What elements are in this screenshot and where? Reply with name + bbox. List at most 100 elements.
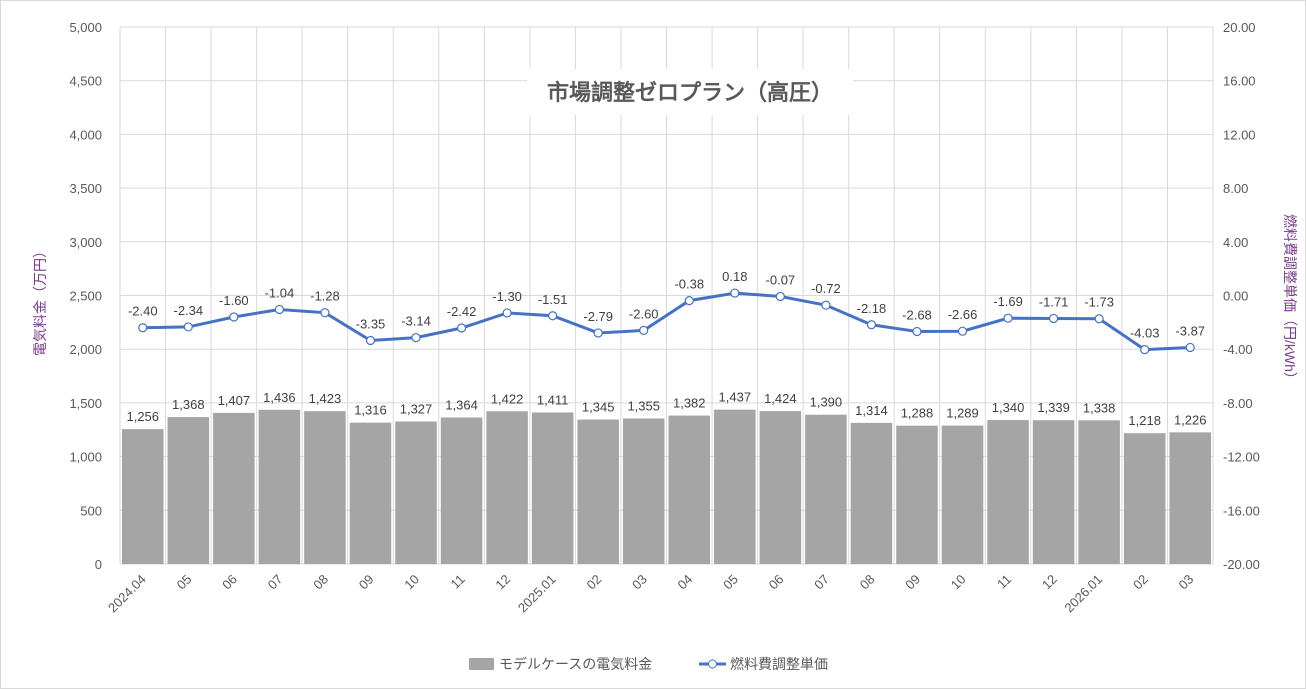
x-tick-label: 06 [766,572,787,593]
x-tick-label: 2024.04 [105,572,149,616]
x-tick-label: 05 [720,572,741,593]
x-tick-label: 09 [356,572,377,593]
line-marker [821,300,831,310]
line-data-label: -1.71 [1039,294,1069,309]
y2-tick-label: -12.00 [1223,450,1260,465]
x-tick-label: 02 [1130,572,1151,593]
x-tick-label: 08 [857,572,878,593]
line-marker [1003,313,1013,323]
x-tick-label: 03 [629,572,650,593]
y2-tick-label: 20.00 [1223,20,1256,35]
x-tick-label: 11 [994,572,1014,592]
line-marker [866,320,877,330]
bar [622,418,665,564]
bar [805,414,847,564]
bar-data-label: 1,437 [719,390,752,405]
line-marker [138,323,148,333]
x-tick-label: 05 [174,572,195,593]
line-marker [1094,314,1104,324]
line-data-label: -3.14 [401,314,431,329]
line-marker [775,291,785,302]
x-tick-label: 02 [583,572,604,593]
line-data-label: -1.30 [492,289,522,304]
bar-data-label: 1,316 [354,403,387,418]
bar [122,429,164,564]
y2-tick-label: 16.00 [1223,74,1256,89]
bar-data-label: 1,424 [764,391,797,406]
x-tick-label: 10 [948,572,969,593]
bar-data-label: 1,382 [673,396,706,411]
y2-axis-title: 燃料費調整単価（円/kWh） [1282,214,1298,386]
line-series [142,291,1191,352]
x-tick-label: 2025.01 [515,572,559,616]
bar-data-label: 1,423 [309,391,342,406]
y-tick-label: 3,000 [69,235,102,250]
x-tick-label: 09 [902,572,923,593]
line-data-label: -0.72 [811,281,841,296]
x-tick-label: 04 [675,572,696,593]
line-marker [229,312,239,322]
x-tick-label: 07 [265,572,286,593]
line-marker [502,308,512,318]
bar-data-label: 1,364 [445,398,478,413]
chart-title: 市場調整ゼロプラン（高圧） [547,80,833,105]
legend-bar-label: モデルケースの電気料金 [499,656,652,672]
x-tick-label: 07 [811,572,832,593]
y-tick-label: 4,500 [69,74,102,89]
bar [440,417,483,564]
bar-data-label: 1,289 [946,406,979,421]
y-tick-label: 0 [95,557,102,572]
line-data-label: -2.79 [583,309,613,324]
y-tick-label: 3,500 [69,181,102,196]
bar [213,412,255,564]
bar [577,419,619,564]
bar [1078,420,1120,564]
title-background [527,69,853,115]
y2-tick-label: 12.00 [1223,127,1256,142]
bar-data-label: 1,288 [901,406,934,421]
bar [1169,432,1211,564]
bar [668,415,711,564]
line-marker [639,325,649,336]
bar [1123,433,1166,564]
line-marker [365,335,376,346]
y2-tick-label: -8.00 [1223,396,1253,411]
bar [304,411,346,564]
line-data-label: -2.66 [948,307,978,322]
bar-data-label: 1,256 [126,409,159,424]
line-marker [1140,345,1150,355]
y2-tick-label: -16.00 [1223,503,1260,518]
bar-data-label: 1,422 [491,391,524,406]
line-marker [684,296,694,306]
bar [850,422,893,564]
line-data-label: -1.60 [219,293,249,308]
line-data-label: -4.03 [1130,326,1160,341]
line-data-label: -1.04 [265,285,295,300]
line-marker [274,304,284,315]
y-tick-label: 2,500 [69,289,102,304]
bar [1032,420,1075,564]
y-tick-label: 5,000 [69,20,102,35]
line-data-label: -2.18 [857,301,887,316]
bar [759,411,802,564]
bar [531,412,574,564]
bar [349,422,392,564]
line-marker [456,323,467,333]
line-data-label: -1.73 [1084,295,1114,310]
line-data-label: -0.07 [766,272,796,287]
line-data-label: 0.18 [722,269,747,284]
y-tick-label: 1,000 [69,450,102,465]
legend-line-marker [708,659,717,669]
line-data-label: -2.42 [447,304,477,319]
x-tick-label: 12 [1039,572,1060,593]
bar-data-label: 1,355 [627,398,660,413]
line-data-label: -2.34 [173,303,203,318]
line-marker [593,328,603,338]
bar [395,421,437,564]
y-tick-label: 1,500 [69,396,102,411]
bar [486,411,528,564]
bar [987,420,1029,564]
bar [167,417,210,564]
bar-data-label: 1,411 [537,392,569,407]
bar [258,409,301,564]
